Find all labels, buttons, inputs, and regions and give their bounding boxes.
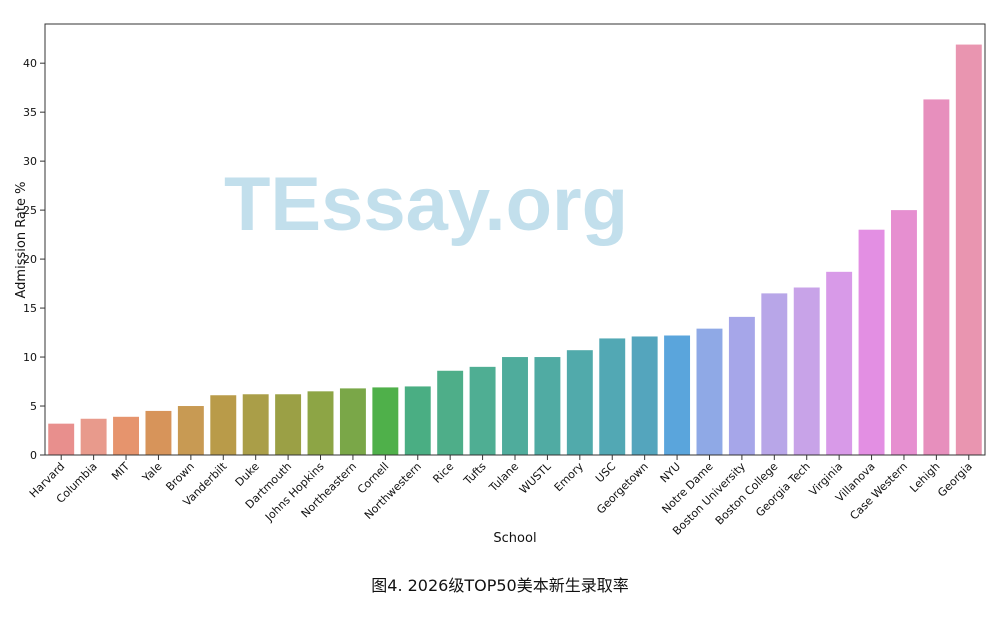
x-tick-label: Georgia xyxy=(935,460,975,500)
y-tick-label: 25 xyxy=(23,204,37,217)
y-tick-label: 40 xyxy=(23,57,37,70)
x-tick-label: Case Western xyxy=(847,460,910,523)
x-tick-label: Duke xyxy=(233,460,262,489)
x-tick-label: NYU xyxy=(658,460,683,485)
bar-johns-hopkins xyxy=(307,391,334,455)
y-tick-label: 10 xyxy=(23,351,37,364)
bar-mit xyxy=(113,416,139,455)
y-axis: 0 5 10 15 20 25 30 35 40 xyxy=(23,57,45,462)
y-tick-label: 5 xyxy=(30,400,37,413)
bar-virginia xyxy=(826,271,853,455)
y-tick-label: 30 xyxy=(23,155,37,168)
bar-notre-dame xyxy=(696,328,723,455)
watermark: TEssay.org xyxy=(224,162,628,247)
figure-caption: 图4. 2026级TOP50美本新生录取率 xyxy=(371,576,629,595)
bar-harvard xyxy=(48,423,75,455)
x-tick-label: Northwestern xyxy=(362,460,424,522)
bar-duke xyxy=(242,394,269,455)
bar-boston-university xyxy=(728,316,755,455)
bar-brown xyxy=(177,406,204,455)
bar-emory xyxy=(566,350,593,455)
bar-georgia-tech xyxy=(793,287,820,455)
bar-case-western xyxy=(891,210,917,455)
bar-usc xyxy=(599,338,626,455)
bar-villanova xyxy=(858,229,885,455)
bar-wustl xyxy=(534,357,561,455)
bar-vanderbilt xyxy=(210,395,237,455)
bar-northeastern xyxy=(339,388,366,455)
y-tick-label: 15 xyxy=(23,302,37,315)
bar-cornell xyxy=(372,387,399,455)
bar-boston-college xyxy=(761,293,788,455)
bar-rice xyxy=(437,370,464,455)
x-tick-label: Tufts xyxy=(461,460,489,488)
x-tick-label: Tulane xyxy=(486,460,521,495)
x-tick-label: WUSTL xyxy=(517,459,554,496)
x-tick-label: USC xyxy=(593,460,618,485)
y-tick-label: 35 xyxy=(23,106,37,119)
y-axis-label: Admission Rate % xyxy=(14,182,29,299)
bar-columbia xyxy=(80,418,107,455)
y-tick-label: 0 xyxy=(30,449,37,462)
bar-tulane xyxy=(502,357,528,455)
y-tick-label: 20 xyxy=(23,253,37,266)
x-tick-label: Rice xyxy=(430,460,456,486)
bar-dartmouth xyxy=(275,394,302,455)
bars-group xyxy=(48,44,982,456)
x-tick-label: MIT xyxy=(109,460,132,483)
bar-northwestern xyxy=(404,386,431,455)
bar-georgia xyxy=(955,44,982,455)
bar-lehigh xyxy=(923,99,950,456)
x-axis-label: School xyxy=(493,531,536,546)
x-tick-label: Yale xyxy=(139,460,164,485)
bar-georgetown xyxy=(631,336,658,455)
x-tick-label: Emory xyxy=(552,460,587,495)
bar-tufts xyxy=(469,366,496,455)
bar-nyu xyxy=(664,335,691,455)
bar-yale xyxy=(145,410,172,455)
